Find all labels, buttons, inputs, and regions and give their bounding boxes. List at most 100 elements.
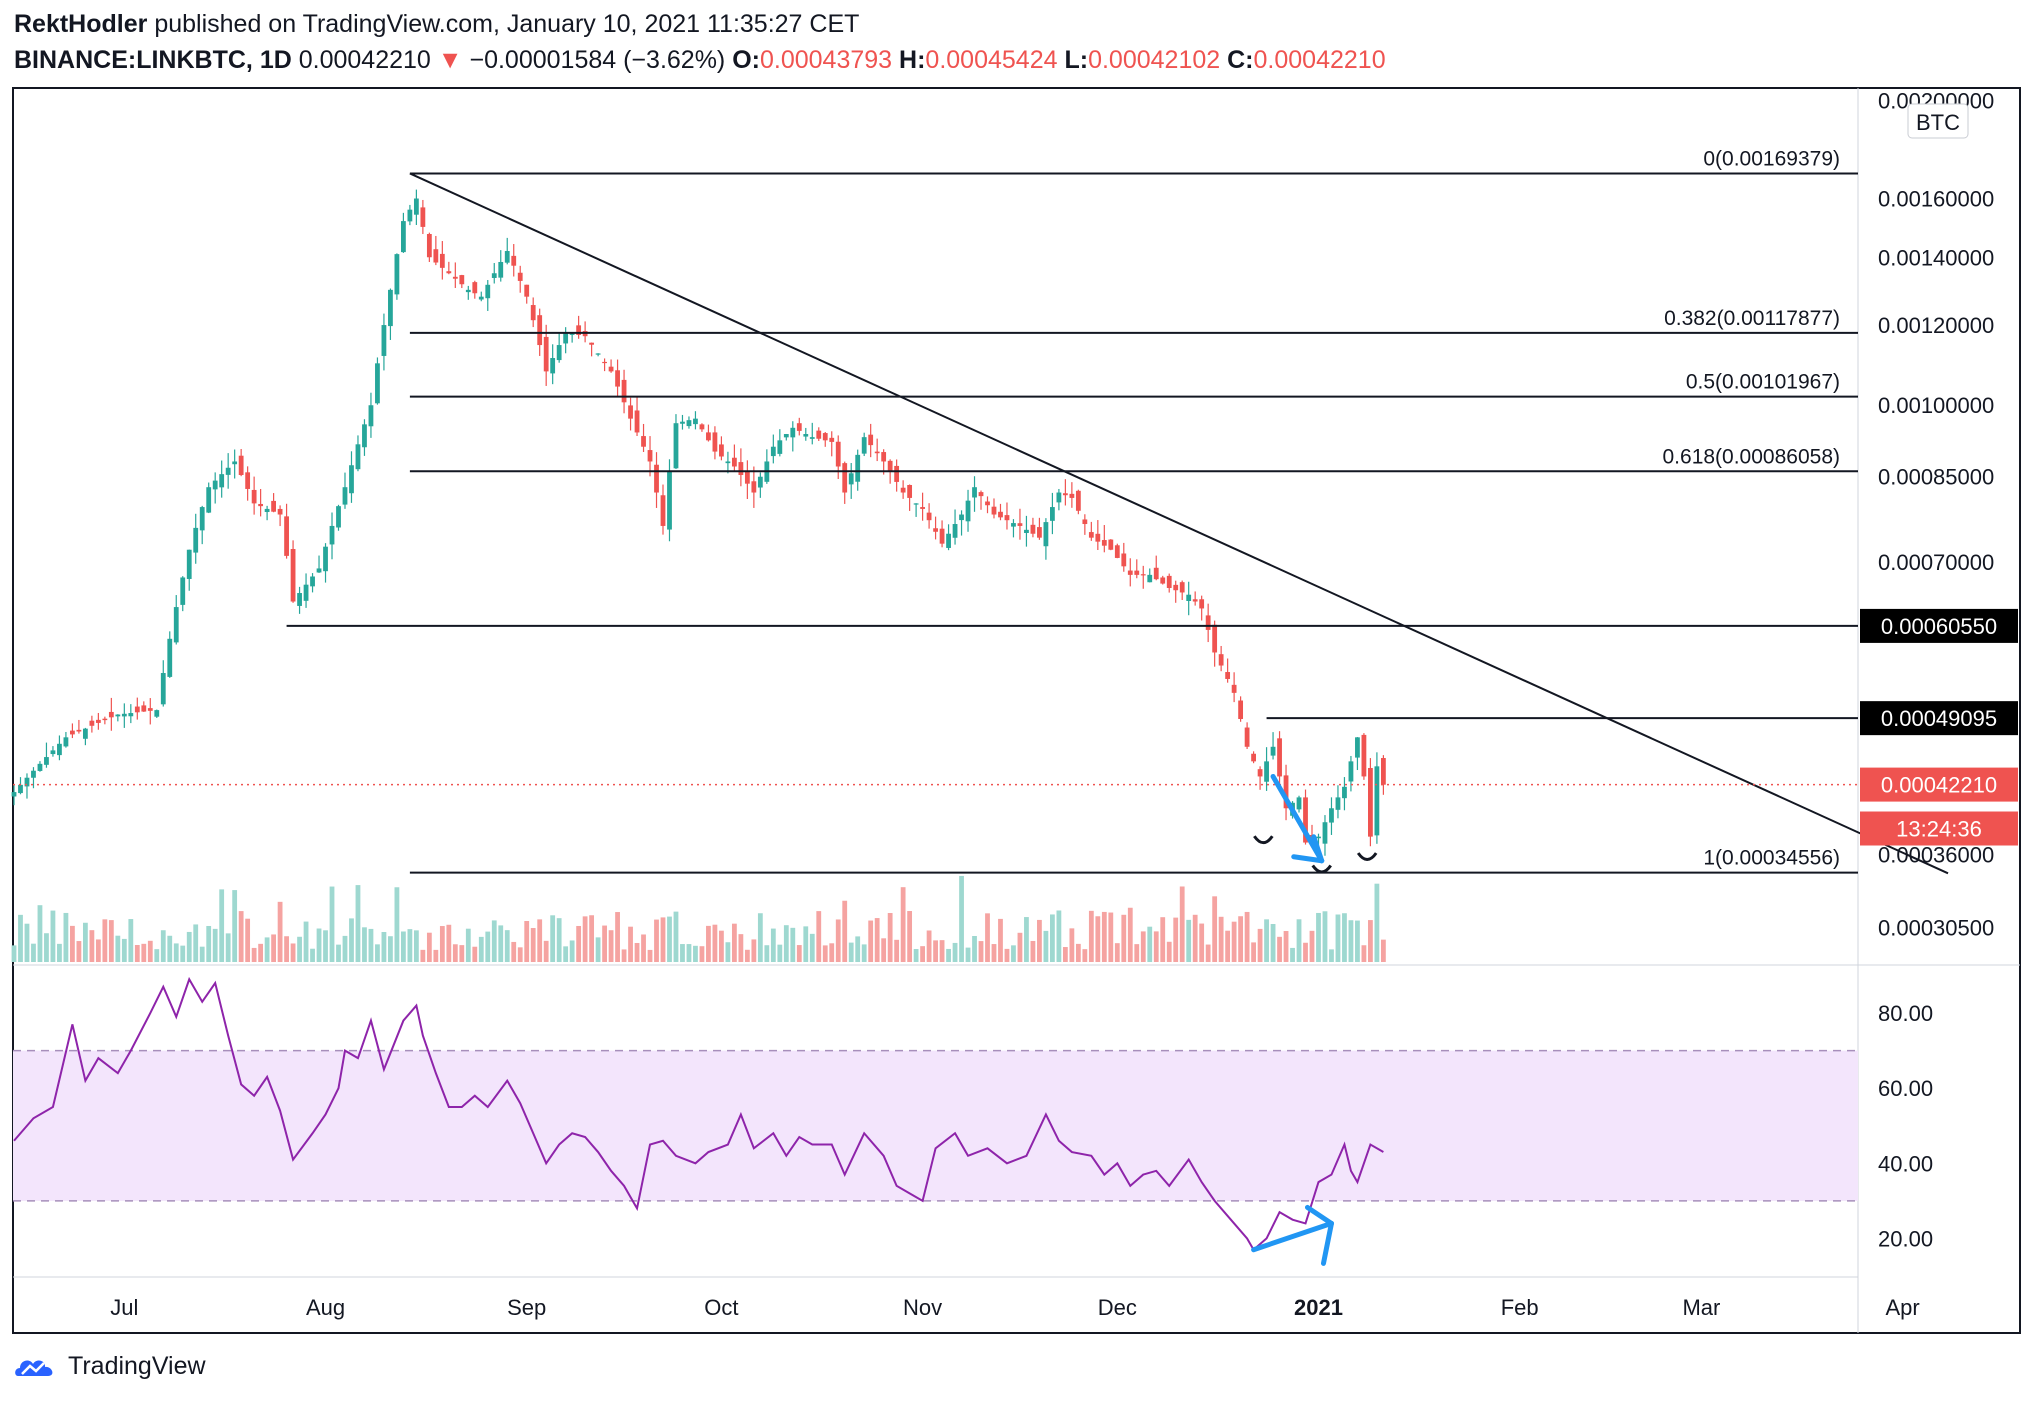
candle (1179, 580, 1185, 600)
candle (1296, 795, 1302, 813)
candle (1192, 591, 1198, 606)
volume-bar (1380, 939, 1386, 962)
volume-bar (465, 928, 471, 962)
price-tick-label: 0.00140000 (1878, 245, 1994, 270)
candle (770, 434, 776, 464)
candle (550, 344, 556, 385)
candle (303, 573, 309, 608)
candle (1095, 520, 1101, 550)
volume-bar (271, 934, 276, 962)
volume-bar (744, 949, 750, 962)
volume-bar (485, 931, 491, 962)
candle (913, 503, 919, 517)
volume-bar (576, 925, 582, 962)
candle (1355, 737, 1360, 771)
candle (628, 397, 633, 431)
candle (420, 199, 426, 235)
volume-bar (504, 930, 510, 962)
volume-bar (316, 928, 322, 962)
volume-bar (498, 925, 504, 962)
candle (868, 423, 874, 458)
candle (491, 263, 497, 284)
volume-bar (310, 948, 315, 962)
rsi-tick-label: 40.00 (1878, 1151, 1933, 1176)
volume-bar (946, 948, 951, 962)
candle (524, 284, 530, 304)
volume-bar (595, 937, 601, 962)
candle (381, 313, 387, 371)
time-tick-label: Dec (1098, 1295, 1137, 1320)
candle (63, 731, 69, 748)
candle (939, 520, 945, 548)
volume-bar (783, 925, 789, 962)
candle (362, 419, 367, 456)
volume-bar (1050, 914, 1055, 962)
volume-bar (809, 933, 815, 962)
volume-bar (1069, 928, 1075, 962)
volume-bar (37, 905, 43, 962)
candle (1075, 489, 1081, 515)
symbol-info-line: BINANCE:LINKBTC, 1D 0.00042210 ▼ −0.0000… (14, 42, 1386, 78)
tradingview-logo[interactable]: TradingView (14, 1352, 206, 1381)
candle (108, 697, 114, 731)
candle (173, 595, 179, 645)
volume-bar (1231, 921, 1237, 962)
candle (822, 431, 828, 447)
candle (1257, 766, 1263, 790)
volume-bar (621, 949, 627, 962)
candle (180, 576, 186, 612)
candle (1342, 777, 1347, 811)
price-label-red: 13:24:36 (1860, 811, 2018, 846)
candle (44, 742, 49, 768)
candle (212, 472, 218, 504)
volume-bar (1199, 923, 1205, 962)
volume-bar (855, 936, 861, 962)
volume-bar (615, 912, 620, 962)
volume-bar (134, 944, 140, 962)
volume-bar (225, 933, 231, 962)
price-tick-label: 0.00085000 (1878, 465, 1994, 490)
volume-bar (362, 927, 367, 962)
price-tick-label: 0.00160000 (1878, 187, 1994, 212)
currency-badge[interactable]: BTC (1907, 103, 1969, 139)
candle (699, 423, 705, 432)
candle (1173, 580, 1179, 603)
low-label: L: (1064, 46, 1089, 74)
candle (511, 244, 517, 277)
candle (128, 704, 134, 724)
volume-bar (154, 949, 160, 962)
volume-bar (452, 944, 458, 962)
volume-bar (602, 925, 607, 962)
volume-bar (401, 931, 406, 962)
volume-bar (284, 936, 289, 962)
candle (1037, 517, 1042, 540)
volume-bar (50, 910, 56, 962)
volume-bar (563, 946, 569, 962)
volume-bar (1277, 936, 1282, 962)
volume-bar (102, 919, 108, 962)
volume-bar (44, 933, 49, 962)
volume-bar (985, 913, 990, 962)
volume-bar (1004, 948, 1010, 962)
candle (1238, 696, 1244, 722)
currency-label: BTC (1916, 110, 1960, 135)
volume-bar (277, 901, 283, 962)
volume-bar (1179, 886, 1185, 962)
price-change: −0.00001584 (−3.62%) (469, 46, 726, 74)
volume-bar (900, 887, 906, 962)
volume-bar (1153, 931, 1159, 962)
volume-bar (407, 929, 413, 962)
tradingview-cloud-icon (15, 1359, 53, 1376)
volume-bar (1264, 919, 1269, 962)
author-name[interactable]: RektHodler (14, 10, 148, 38)
trendline[interactable] (409, 172, 1949, 875)
candle (757, 472, 763, 498)
volume-bar (861, 944, 867, 962)
candle (1264, 747, 1269, 791)
volume-bar (1166, 941, 1172, 962)
candle (349, 451, 354, 503)
candle (1205, 603, 1211, 643)
volume-bar (1017, 932, 1023, 962)
volume-bar (517, 947, 523, 962)
